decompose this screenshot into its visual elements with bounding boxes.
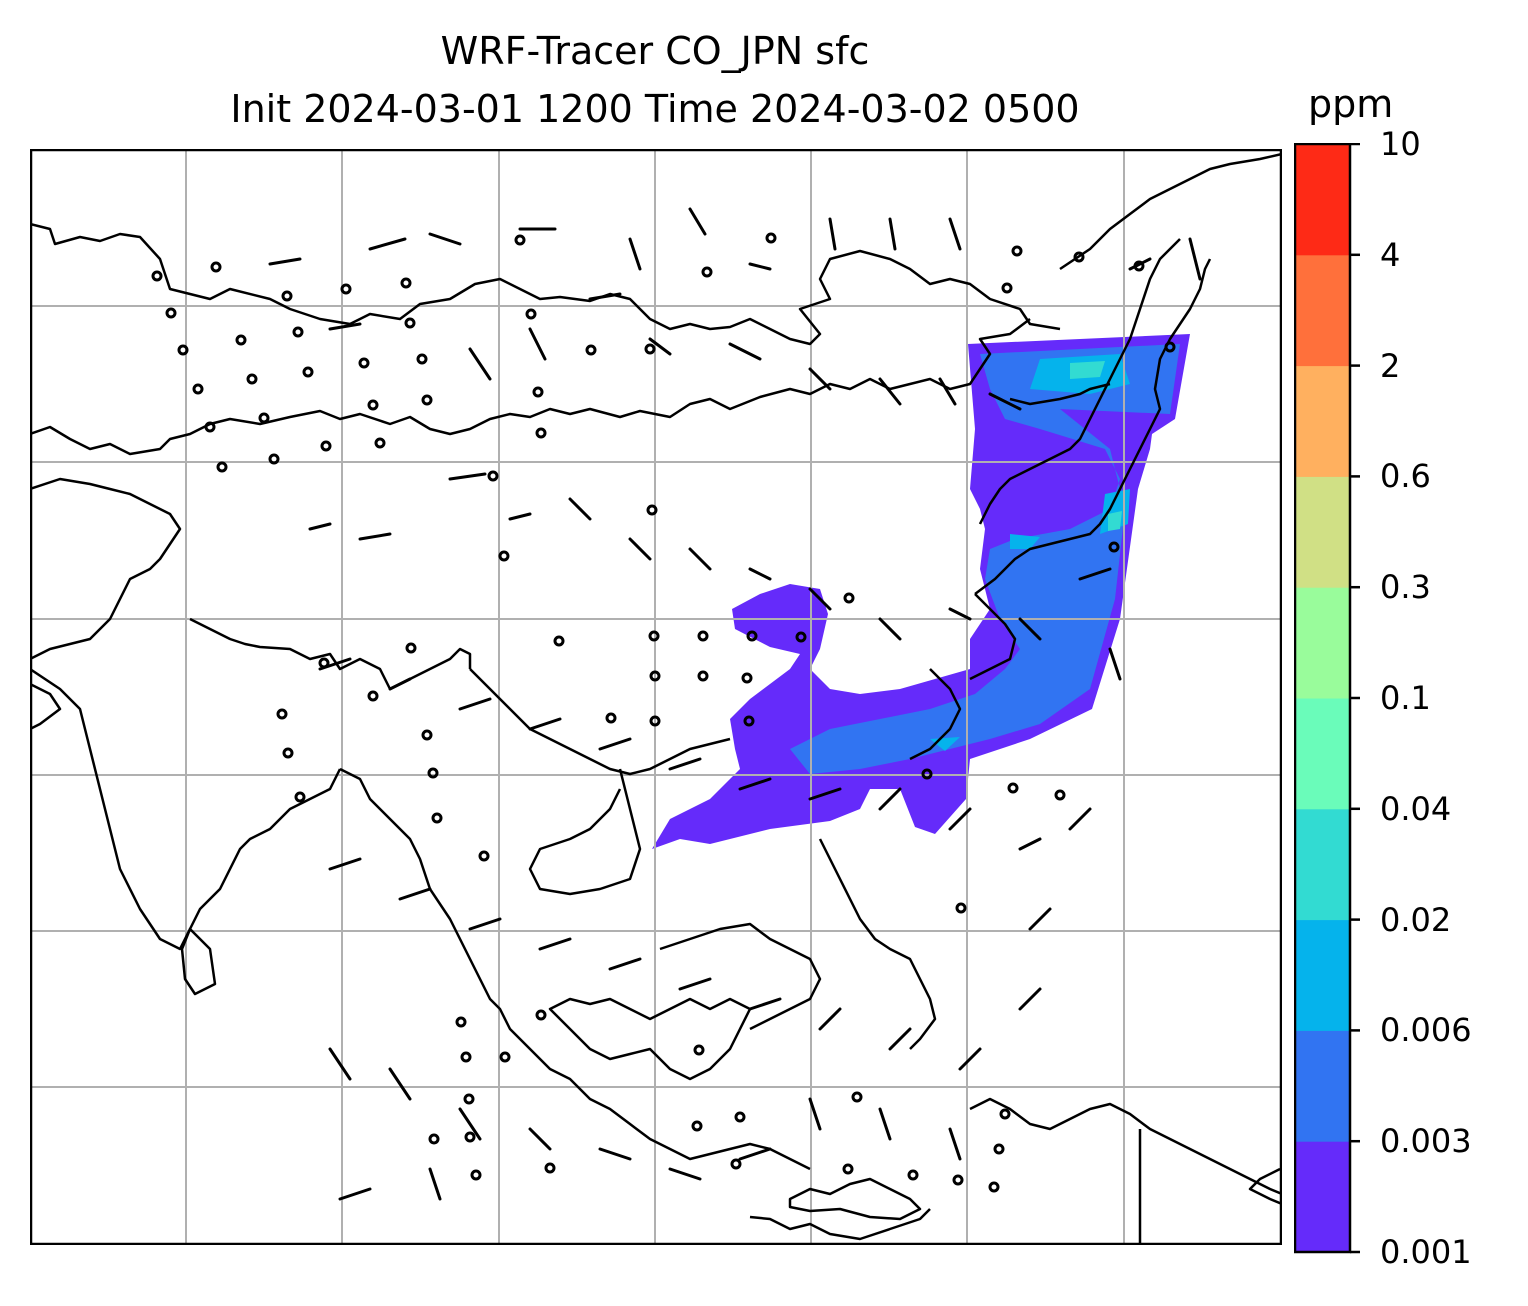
colorbar-tick-label: 4 <box>1380 235 1401 274</box>
map-panel <box>30 149 1282 1245</box>
plume-level-2 <box>790 344 1180 774</box>
colorbar-band <box>1295 254 1350 367</box>
calm-wind-markers <box>151 232 1176 1193</box>
colorbar-tick-label: 0.003 <box>1380 1122 1472 1161</box>
map-title-line-2: Init 2024-03-01 1200 Time 2024-03-02 050… <box>230 87 1080 131</box>
colorbar-band <box>1295 1030 1350 1142</box>
colorbar-ticks <box>1350 143 1360 1254</box>
map-title-line-1: WRF-Tracer CO_JPN sfc <box>440 29 870 73</box>
colorbar-band <box>1295 919 1350 1031</box>
colorbar-bands <box>1295 144 1350 1253</box>
coastlines <box>30 152 1282 1245</box>
lat-lon-grid <box>30 149 1282 1245</box>
colorbar-band <box>1295 365 1350 477</box>
colorbar-tick-label: 0.02 <box>1380 900 1452 939</box>
colorbar-tick-label: 0.04 <box>1380 789 1452 828</box>
colorbar-band <box>1295 698 1350 810</box>
colorbar-tick-label: 10 <box>1380 125 1421 163</box>
colorbar-band <box>1295 476 1350 588</box>
colorbar-tick-label: 0.006 <box>1380 1011 1472 1050</box>
plume-level-4 <box>1070 361 1122 531</box>
wind-barbs <box>268 207 1202 1201</box>
colorbar-tick-label: 0.3 <box>1380 568 1431 607</box>
colorbar-unit-label: ppm <box>1308 82 1394 126</box>
colorbar-band <box>1295 808 1350 921</box>
colorbar <box>1294 143 1360 1254</box>
colorbar-band <box>1295 1141 1350 1253</box>
colorbar-band <box>1295 587 1350 699</box>
colorbar-band <box>1295 144 1350 256</box>
colorbar-tick-label: 0.6 <box>1380 457 1431 496</box>
colorbar-tick-label: 2 <box>1380 346 1401 385</box>
colorbar-tick-label: 0.001 <box>1380 1233 1472 1271</box>
colorbar-tick-label: 0.1 <box>1380 679 1431 717</box>
